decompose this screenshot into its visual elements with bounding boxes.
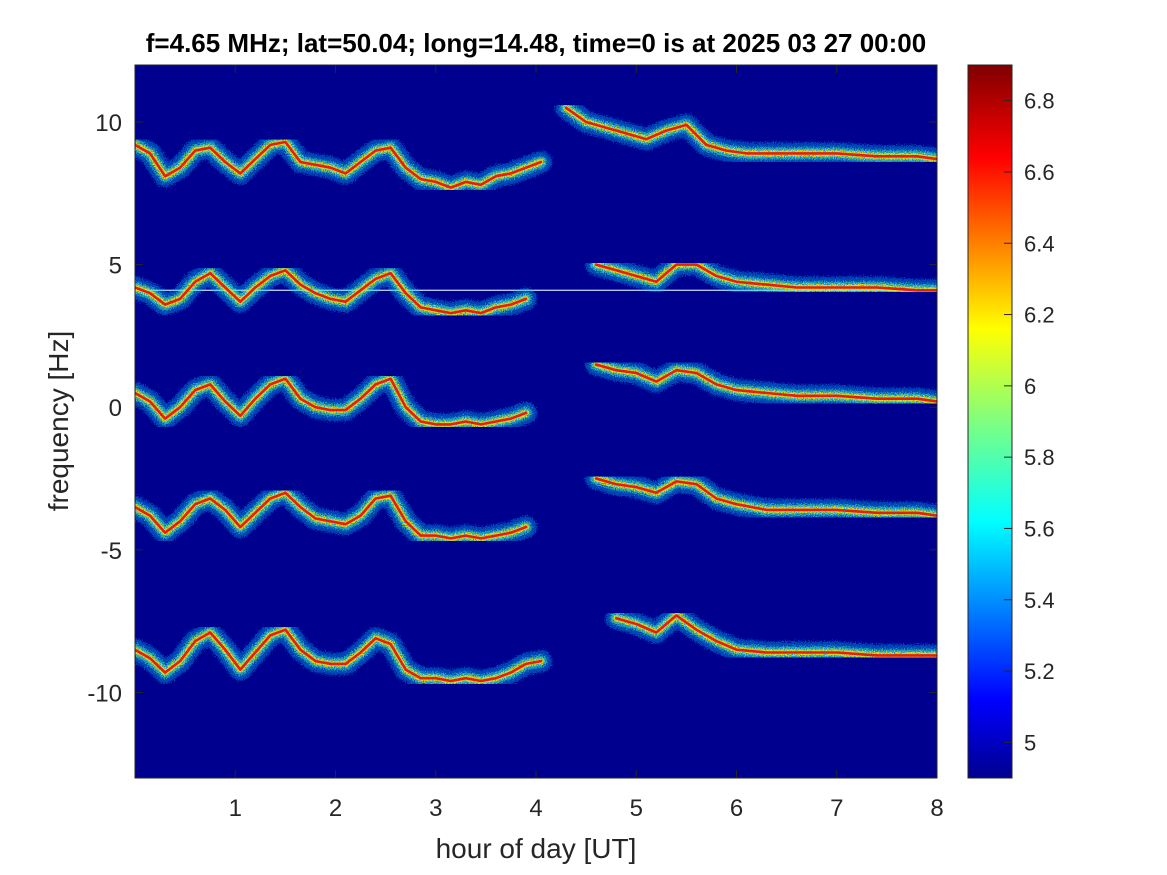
y-axis-label: frequency [Hz] [43,331,74,512]
trace-segment-path [135,491,528,540]
trace-segment-path [594,263,937,292]
doppler-trace [135,467,937,550]
x-tick-label: 3 [429,795,442,822]
x-axis-label: hour of day [UT] [436,833,637,864]
colorbar-tick-label: 5.8 [1024,445,1055,470]
x-tick-label: 1 [229,795,242,822]
x-axis-ticks: 1 2 3 4 5 6 7 8 [229,65,944,822]
x-tick-label: 5 [630,795,643,822]
colorbar-tick-label: 6.4 [1024,231,1055,256]
y-tick-label: 5 [109,253,122,280]
x-tick-label: 2 [329,795,342,822]
doppler-trace [135,353,937,436]
trace-segment-path [135,269,528,315]
colorbar: 6.8 6.6 6.4 6.2 6 5.8 5.6 5.4 5.2 5 [967,64,1055,779]
colorbar-tick-label: 6.6 [1024,160,1055,185]
colorbar-ticks: 6.8 6.6 6.4 6.2 6 5.8 5.6 5.4 5.2 5 [1004,89,1055,755]
x-tick-label: 7 [830,795,843,822]
y-tick-label: 10 [95,110,122,137]
trace-segment-path [564,106,937,161]
doppler-trace [135,253,937,325]
trace-segment-path [594,363,937,403]
colorbar-scale [967,64,1013,779]
trace-segment-path [614,614,937,657]
colorbar-tick-label: 5.4 [1024,588,1055,613]
colorbar-tick-label: 6.2 [1024,303,1055,328]
trace-segment-path [135,140,543,189]
doppler-trace [135,604,937,692]
colorbar-tick-label: 6.8 [1024,89,1055,114]
x-tick-label: 6 [730,795,743,822]
chart-title: f=4.65 MHz; lat=50.04; long=14.48, time=… [145,28,927,58]
doppler-traces [135,96,937,692]
trace-segment-path [594,477,937,517]
trace-segment-path [135,377,528,426]
y-tick-label: -5 [101,538,122,565]
trace-segment-path [135,628,543,683]
doppler-trace [135,96,937,199]
colorbar-tick-label: 5 [1024,730,1036,755]
y-axis-ticks: 10 5 0 -5 -10 [87,110,937,707]
colorbar-tick-label: 5.2 [1024,659,1055,684]
x-tick-label: 8 [930,795,943,822]
x-tick-label: 4 [529,795,542,822]
y-tick-label: -10 [87,680,122,707]
colorbar-tick-label: 5.6 [1024,516,1055,541]
plot-area [134,64,938,779]
y-tick-label: 0 [109,395,122,422]
colorbar-tick-label: 6 [1024,374,1036,399]
